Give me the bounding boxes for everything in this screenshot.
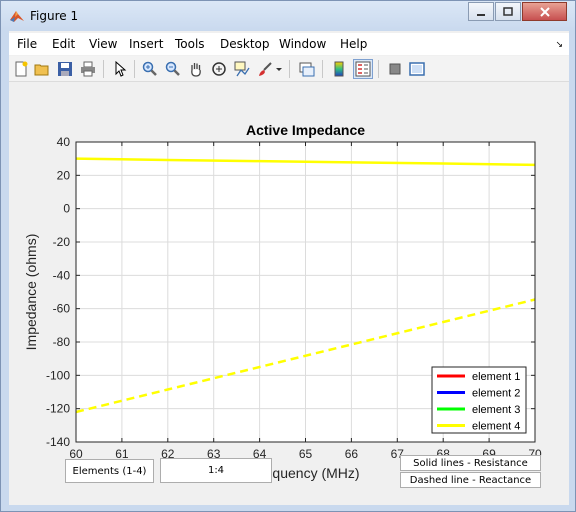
- menu-file[interactable]: File: [17, 37, 38, 51]
- legend-label: element 1: [472, 371, 520, 383]
- insert-colorbar-icon[interactable]: [330, 60, 348, 78]
- menu-insert[interactable]: Insert: [129, 37, 164, 51]
- legend-box[interactable]: [431, 366, 527, 434]
- y-tick-label: 0: [63, 202, 70, 216]
- new-figure-icon[interactable]: [12, 60, 30, 78]
- y-tick-label: 20: [57, 168, 71, 182]
- solid-lines-note: Solid lines - Resistance: [400, 455, 541, 471]
- menu-window[interactable]: Window: [279, 37, 327, 51]
- menu-tools[interactable]: Tools: [175, 37, 205, 51]
- data-cursor-icon[interactable]: [233, 60, 251, 78]
- x-tick-label: 61: [115, 447, 129, 461]
- x-tick-label: 60: [69, 447, 83, 461]
- insert-legend-icon[interactable]: [353, 59, 373, 79]
- show-plot-tools-icon[interactable]: [408, 60, 426, 78]
- impedance-plot[interactable]: 60 61 62 63 64 65 66 67 68 69 7040200-20-40-60-80-…: [9, 83, 569, 505]
- save-icon[interactable]: [56, 60, 74, 78]
- y-tick-label: -140: [46, 435, 70, 449]
- menu-help[interactable]: Help: [340, 37, 368, 51]
- maximize-button[interactable]: [495, 2, 521, 21]
- y-tick-label: -80: [53, 335, 71, 349]
- menu-bar: File Edit View Insert Tools Desktop Wind…: [9, 33, 569, 55]
- x-tick-label: 62: [161, 447, 175, 461]
- x-tick-label: 65: [299, 447, 313, 461]
- x-tick-label: 63: [207, 447, 221, 461]
- y-axis-label: Impedance (ohms): [23, 234, 39, 351]
- maximize-icon: [503, 6, 513, 16]
- chart-title: Active Impedance: [246, 122, 365, 138]
- legend-label: element 3: [472, 404, 520, 416]
- menu-view[interactable]: View: [89, 37, 118, 51]
- matlab-icon: [10, 11, 24, 22]
- brush-dropdown-icon[interactable]: [274, 60, 284, 78]
- title-bar[interactable]: Figure 1: [1, 1, 575, 31]
- zoom-in-icon[interactable]: [141, 60, 159, 78]
- menu-desktop[interactable]: Desktop: [220, 37, 270, 51]
- minimize-button[interactable]: [468, 2, 494, 21]
- figure-toolbar: [9, 56, 569, 82]
- y-tick-label: -40: [53, 268, 71, 282]
- y-tick-label: -60: [53, 302, 71, 316]
- x-tick-label: 66: [345, 447, 359, 461]
- legend-label: element 4: [472, 421, 520, 433]
- y-tick-label: -20: [53, 235, 71, 249]
- elements-label: Elements (1-4): [65, 459, 154, 483]
- y-tick-label: -100: [46, 368, 70, 382]
- link-plot-icon[interactable]: [298, 60, 316, 78]
- dock-arrow-icon[interactable]: ↘: [555, 39, 563, 49]
- figure-canvas: 60 61 62 63 64 65 66 67 68 69 70 40 20 0 -20 -40 -60 -80-…: [9, 83, 569, 505]
- zoom-out-icon[interactable]: [164, 60, 182, 78]
- x-tick-label: 64: [253, 447, 267, 461]
- minimize-icon: [477, 13, 485, 16]
- close-icon: [539, 6, 550, 17]
- series-line[interactable]: [75, 157, 536, 167]
- menu-edit[interactable]: Edit: [52, 37, 76, 51]
- pointer-icon[interactable]: [111, 60, 129, 78]
- x-axis-label: Frequency (MHz): [251, 465, 359, 481]
- y-tick-label: -120: [46, 402, 70, 416]
- rotate-3d-icon[interactable]: [210, 60, 228, 78]
- close-button[interactable]: [522, 2, 567, 21]
- figure-client-area: File Edit View Insert Tools Desktop Wind…: [9, 31, 569, 505]
- brush-icon[interactable]: [256, 60, 274, 78]
- series-line[interactable]: [75, 298, 536, 414]
- y-tick-label: 40: [57, 135, 71, 149]
- window-title: Figure 1: [30, 9, 79, 23]
- pan-hand-icon[interactable]: [187, 60, 205, 78]
- dashed-line-note: Dashed line - Reactance: [400, 472, 541, 488]
- legend-label: element 2: [472, 388, 520, 400]
- open-file-icon[interactable]: [33, 60, 51, 78]
- print-icon[interactable]: [79, 60, 97, 78]
- elements-input[interactable]: 1:4: [160, 458, 272, 483]
- hide-plot-tools-icon[interactable]: [386, 60, 404, 78]
